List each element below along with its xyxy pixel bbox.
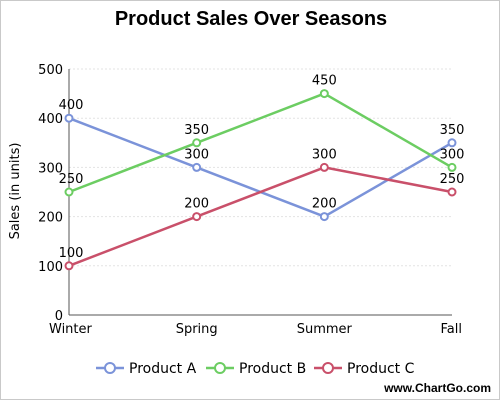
series-line — [68, 92, 453, 194]
legend-marker — [104, 362, 116, 374]
y-tick-label: 500 — [38, 63, 63, 78]
data-label: 350 — [184, 123, 209, 138]
legend: Product A Product B Product C — [96, 361, 415, 377]
data-point[interactable] — [64, 261, 74, 271]
data-point[interactable] — [64, 113, 74, 123]
x-tick-label: Summer — [297, 322, 353, 337]
legend-marker — [322, 362, 334, 374]
data-label: 350 — [440, 123, 465, 138]
legend-label: Product C — [347, 361, 415, 377]
data-point[interactable] — [192, 138, 202, 148]
data-point[interactable] — [319, 89, 329, 99]
y-tick-labels: 0 100 200 300 400 500 — [38, 63, 63, 324]
y-tick-label: 100 — [38, 260, 63, 275]
x-tick-label: Spring — [176, 322, 218, 337]
data-label: 200 — [312, 197, 337, 212]
legend-marker — [214, 362, 226, 374]
legend-item[interactable]: Product A — [96, 361, 197, 377]
data-label: 250 — [440, 172, 465, 187]
grid-lines — [69, 68, 452, 267]
legend-item[interactable]: Product B — [206, 361, 306, 377]
chart-title: Product Sales Over Seasons — [115, 8, 387, 30]
data-point[interactable] — [192, 212, 202, 222]
y-axis-title: Sales (in units) — [8, 143, 23, 240]
x-tick-label: Winter — [49, 322, 93, 337]
legend-item[interactable]: Product C — [314, 361, 415, 377]
y-tick-label: 200 — [38, 211, 63, 226]
legend-label: Product A — [129, 361, 197, 377]
data-label: 250 — [59, 172, 84, 187]
data-label: 200 — [184, 197, 209, 212]
series-product-b — [64, 89, 457, 197]
data-label: 300 — [312, 147, 337, 162]
data-point[interactable] — [447, 138, 457, 148]
watermark: www.ChartGo.com — [383, 381, 491, 395]
data-point[interactable] — [447, 187, 457, 197]
legend-label: Product B — [239, 361, 306, 377]
x-tick-labels: Winter Spring Summer Fall — [49, 322, 462, 337]
data-labels: 400 300 200 350 250 350 450 300 100 200 300 250 — [59, 74, 465, 261]
data-point[interactable] — [319, 162, 329, 172]
series-product-c — [64, 162, 457, 271]
y-tick-label: 0 — [55, 309, 63, 324]
data-point[interactable] — [319, 212, 329, 222]
series-lines — [64, 89, 457, 271]
data-label: 400 — [59, 98, 84, 113]
data-label: 100 — [59, 246, 84, 261]
data-point[interactable] — [192, 162, 202, 172]
data-label: 450 — [312, 74, 337, 89]
data-point[interactable] — [64, 187, 74, 197]
data-label: 300 — [184, 147, 209, 162]
y-tick-label: 300 — [38, 161, 63, 176]
x-tick-label: Fall — [441, 322, 462, 337]
data-label: 300 — [440, 147, 465, 162]
y-tick-label: 400 — [38, 112, 63, 127]
series-line — [68, 166, 453, 267]
data-point[interactable] — [447, 162, 457, 172]
